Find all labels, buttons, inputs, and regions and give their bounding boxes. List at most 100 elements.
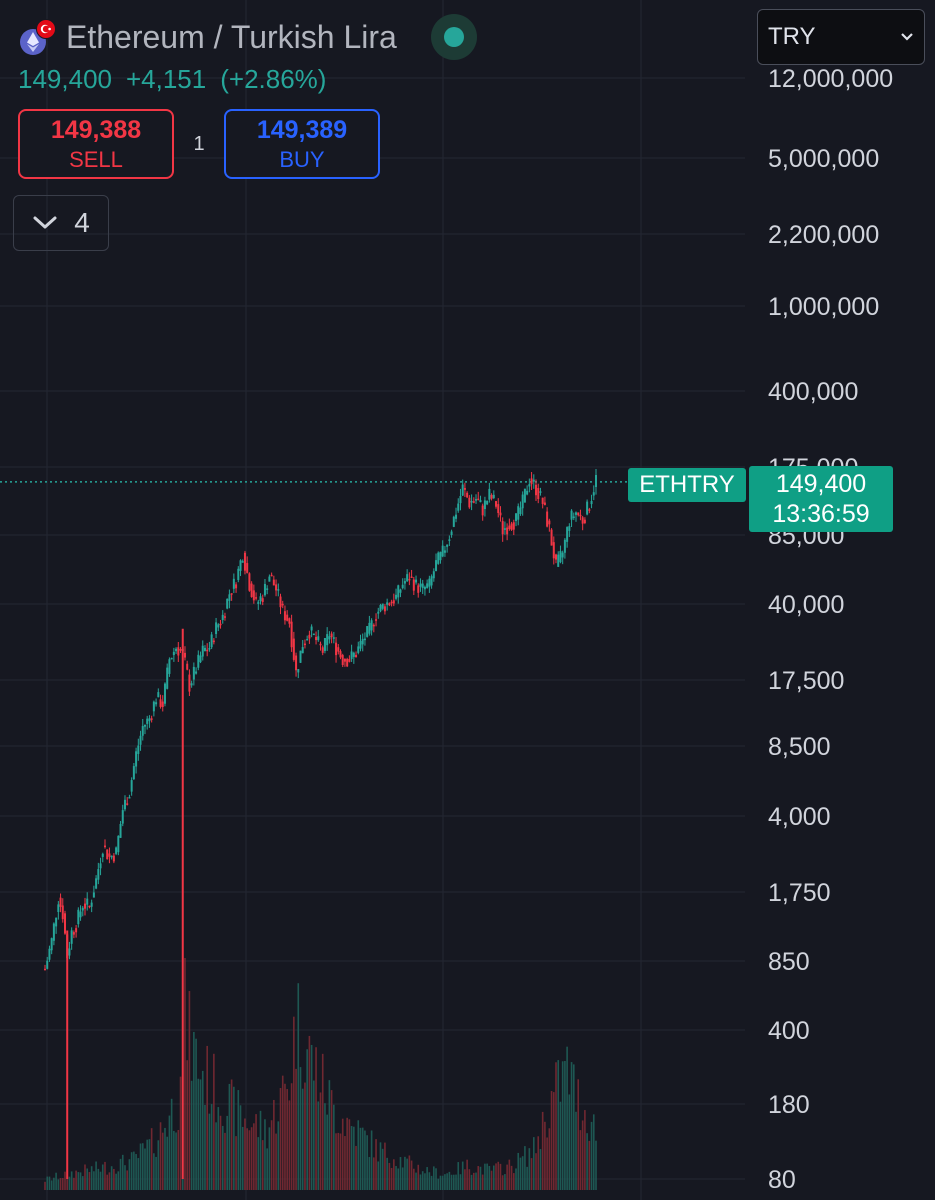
currency-select[interactable]: TRY bbox=[757, 9, 925, 65]
candle-body bbox=[123, 799, 126, 810]
candle-body bbox=[526, 490, 529, 495]
price-tick-label: 17,500 bbox=[768, 667, 844, 695]
volume-bar bbox=[121, 1154, 124, 1190]
volume-bar bbox=[359, 1127, 362, 1190]
candle-body bbox=[475, 499, 478, 501]
sell-button[interactable]: 149,388 SELL bbox=[18, 109, 174, 179]
volume-bar bbox=[341, 1118, 344, 1190]
symbol-icons bbox=[18, 17, 60, 57]
chevron-down-icon bbox=[901, 33, 913, 41]
volume-bar bbox=[590, 1121, 593, 1190]
candle-body bbox=[477, 498, 480, 501]
volume-bar bbox=[86, 1168, 89, 1190]
volume-bar bbox=[139, 1143, 142, 1190]
candle-body bbox=[430, 576, 433, 586]
last-price-tag: 149,400 13:36:59 bbox=[749, 466, 893, 532]
volume-bar bbox=[517, 1152, 520, 1190]
volume-bar bbox=[466, 1159, 468, 1190]
volume-bar bbox=[386, 1157, 388, 1190]
volume-bar bbox=[226, 1115, 228, 1190]
volume-bar bbox=[346, 1117, 348, 1190]
price-axis[interactable]: 12,000,000 5,000,000 2,200,000 1,000,000 400… bbox=[768, 65, 893, 1194]
volume-bar bbox=[133, 1151, 135, 1190]
candle-body bbox=[563, 539, 566, 553]
volume-bar bbox=[168, 1115, 171, 1190]
volume-bar bbox=[490, 1170, 493, 1190]
candle-body bbox=[512, 522, 515, 530]
candle-body bbox=[539, 491, 542, 493]
candle-body bbox=[497, 504, 500, 513]
volume-bar bbox=[284, 1083, 286, 1190]
volume-bar bbox=[508, 1159, 511, 1190]
volume-bar bbox=[510, 1165, 513, 1190]
volume-bar bbox=[595, 1140, 597, 1190]
candle-body bbox=[170, 657, 173, 660]
volume-bar bbox=[44, 1181, 46, 1190]
candle-body bbox=[75, 928, 78, 933]
volume-bar bbox=[159, 1122, 162, 1190]
candle-body bbox=[586, 501, 589, 515]
volume-bar bbox=[339, 1133, 342, 1190]
buy-button[interactable]: 149,389 BUY bbox=[224, 109, 380, 179]
volume-bar bbox=[406, 1158, 408, 1190]
candle-body bbox=[350, 651, 353, 659]
volume-bar bbox=[281, 1075, 284, 1190]
candle-body bbox=[226, 598, 229, 609]
candles bbox=[44, 468, 597, 1179]
volume-bar bbox=[408, 1155, 411, 1190]
volume-bar bbox=[484, 1163, 486, 1190]
volume-bar bbox=[244, 1118, 246, 1190]
volume-bar bbox=[259, 1110, 262, 1190]
volume-bar bbox=[519, 1157, 522, 1190]
candle-body bbox=[446, 544, 449, 547]
volume-bar bbox=[77, 1172, 80, 1190]
candle-body bbox=[595, 475, 597, 487]
candle-body bbox=[312, 633, 315, 636]
candle-body bbox=[270, 574, 273, 577]
candle-body bbox=[103, 845, 106, 848]
candle-body bbox=[246, 563, 249, 573]
candle-body bbox=[57, 904, 60, 913]
candle-body bbox=[219, 623, 222, 626]
symbol-title[interactable]: Ethereum / Turkish Lira bbox=[66, 19, 397, 55]
volume-bar bbox=[97, 1168, 100, 1190]
candle-body bbox=[357, 646, 360, 653]
volume-bar bbox=[326, 1114, 328, 1190]
indicators-toggle-button[interactable]: 4 bbox=[13, 195, 109, 251]
volume-bar bbox=[393, 1159, 395, 1190]
volume-bar bbox=[555, 1062, 557, 1190]
volume-bar bbox=[475, 1172, 477, 1190]
candle-body bbox=[135, 751, 138, 767]
candle-body bbox=[339, 651, 342, 658]
volume-bar bbox=[459, 1174, 462, 1190]
candle-body bbox=[570, 510, 573, 520]
volume-bar bbox=[333, 1104, 335, 1190]
volume-bar bbox=[59, 1178, 62, 1190]
volume-bar bbox=[461, 1161, 464, 1190]
volume-bar bbox=[350, 1126, 353, 1190]
volume-bar bbox=[497, 1161, 500, 1190]
volume-bar bbox=[95, 1161, 97, 1190]
volume-bar bbox=[221, 1125, 224, 1190]
candle-body bbox=[295, 655, 298, 671]
volume-bar bbox=[430, 1175, 433, 1190]
volume-bar bbox=[208, 1113, 211, 1190]
volume-bar bbox=[479, 1166, 482, 1190]
volume-bar bbox=[53, 1177, 55, 1190]
volume-bar bbox=[453, 1174, 455, 1190]
volume-bar bbox=[495, 1163, 497, 1190]
candle-body bbox=[472, 501, 475, 503]
volume-bar bbox=[301, 1088, 304, 1190]
candle-body bbox=[110, 855, 113, 858]
volume-bar bbox=[410, 1160, 413, 1190]
volume-bar bbox=[55, 1172, 57, 1190]
volume-bar bbox=[373, 1157, 375, 1190]
candle-body bbox=[426, 583, 429, 588]
volume-bar bbox=[99, 1171, 102, 1190]
volume-bar bbox=[304, 1082, 306, 1190]
volume-bar bbox=[81, 1176, 84, 1190]
volume-bar bbox=[148, 1139, 151, 1190]
candle-body bbox=[328, 636, 331, 640]
candle-body bbox=[488, 488, 491, 500]
